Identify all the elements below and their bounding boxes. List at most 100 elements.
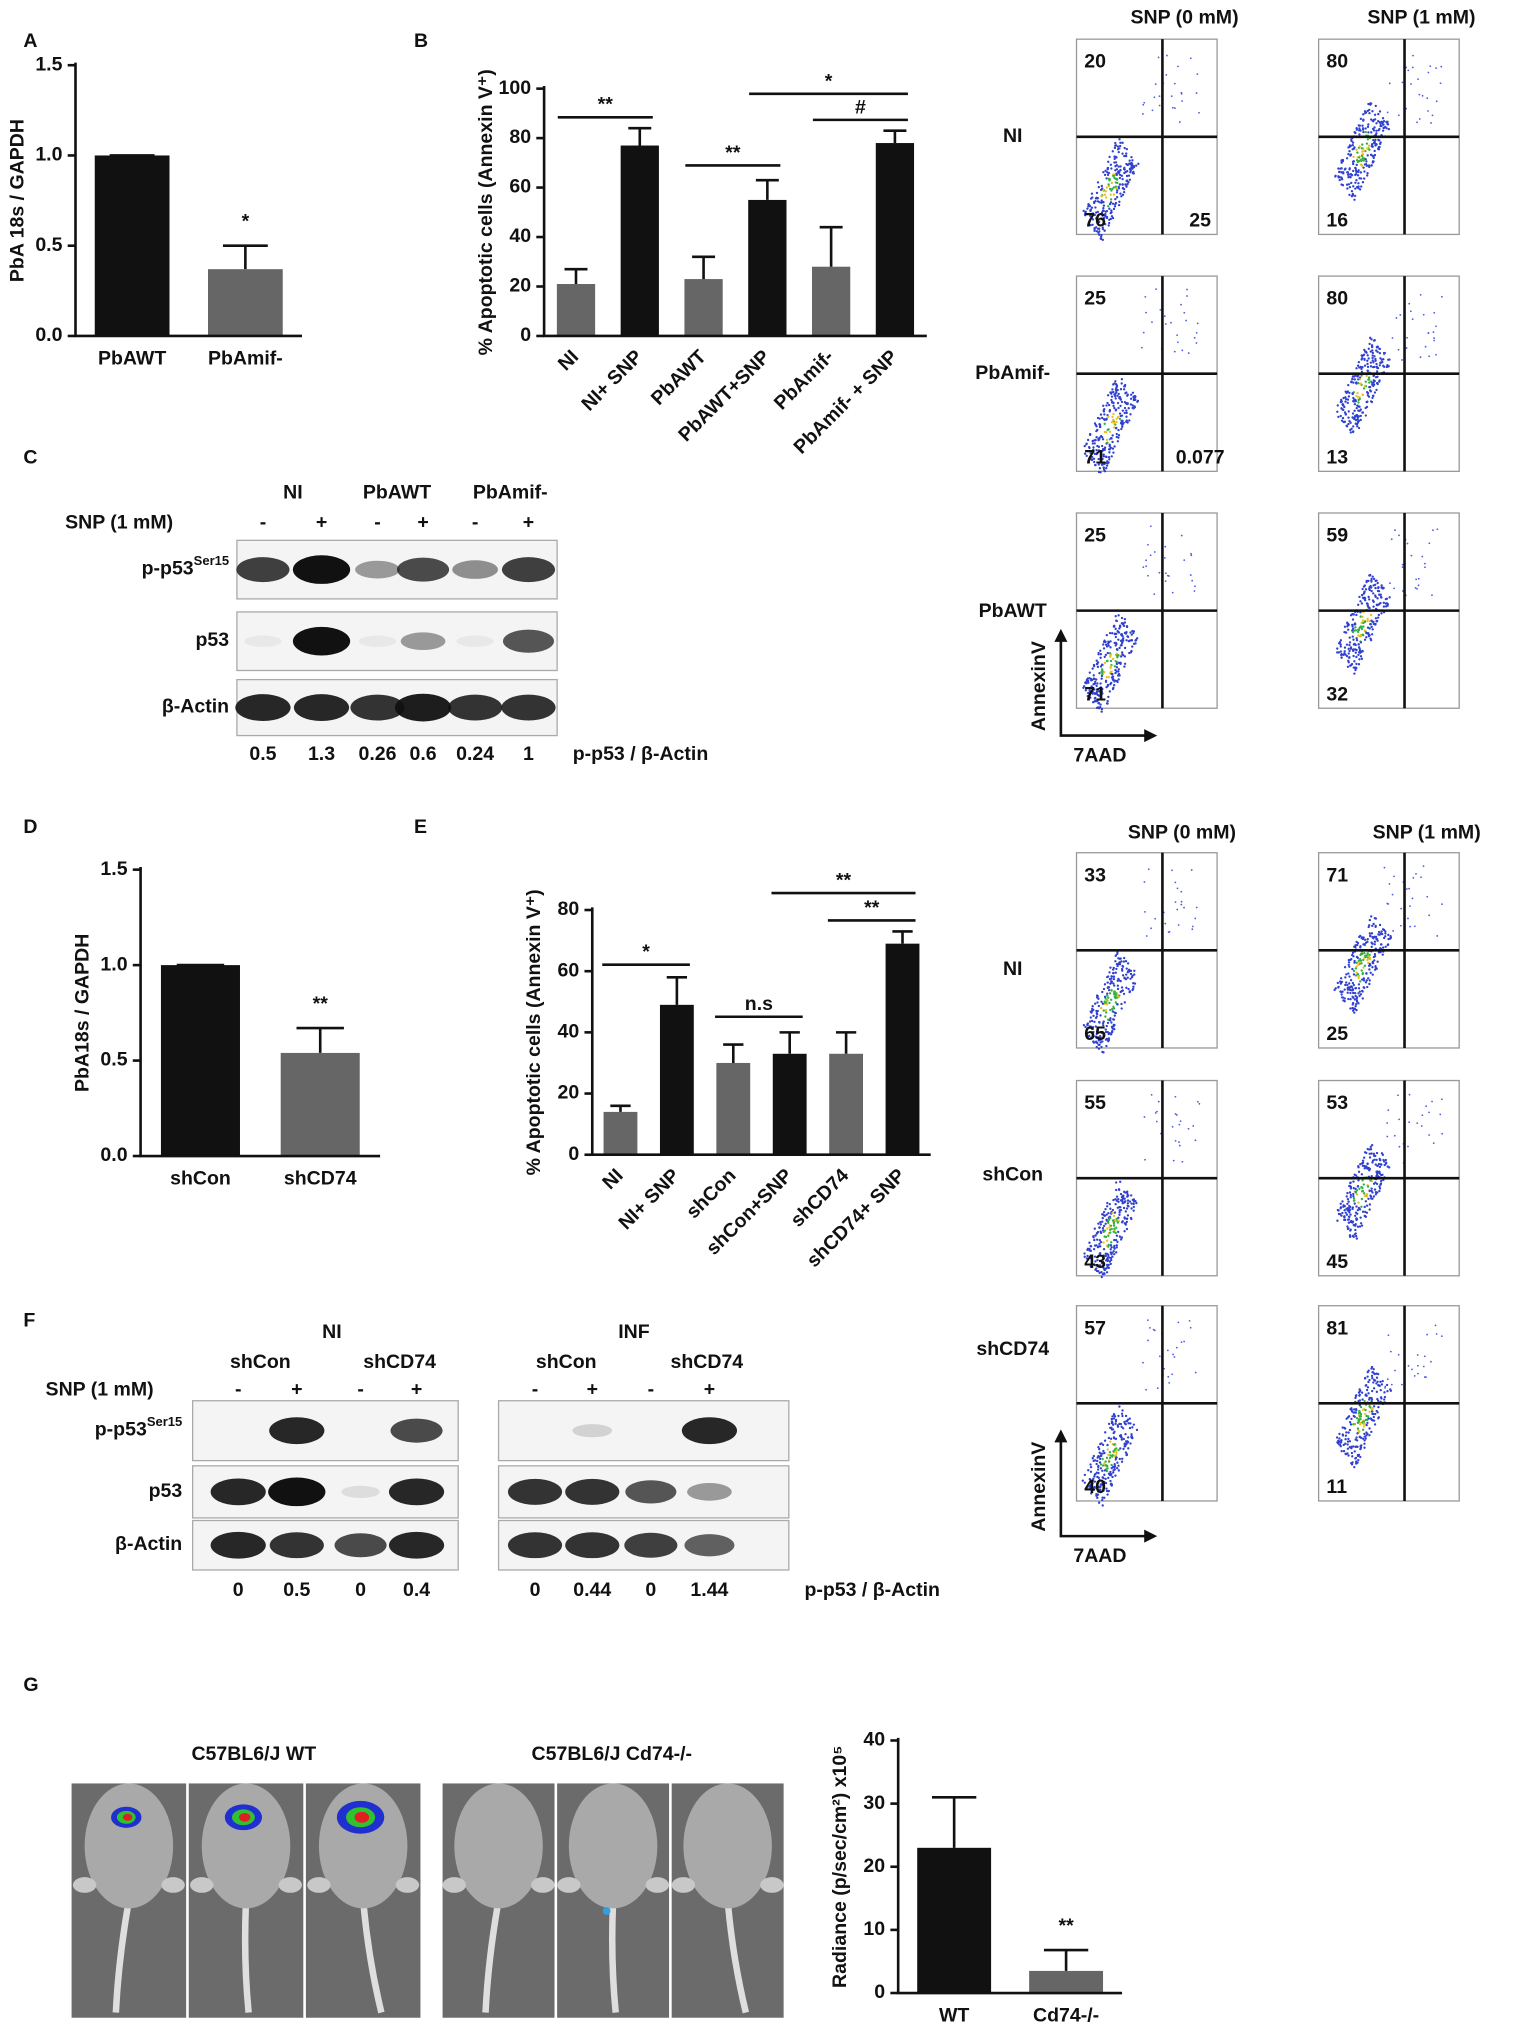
- cell-dot: [1354, 666, 1358, 669]
- cell-dot: [1371, 628, 1374, 631]
- cell-dot: [1364, 1418, 1367, 1422]
- cell-dot: [1088, 212, 1092, 216]
- quadrant-value: 55: [1084, 1092, 1106, 1114]
- cell-dot: [1106, 1443, 1109, 1447]
- cell-dot: [1384, 1386, 1386, 1389]
- quadrant-value: 25: [1326, 1023, 1348, 1045]
- cell-dot: [1109, 1017, 1112, 1020]
- cell-dot: [1371, 961, 1374, 964]
- cell-dot: [1110, 189, 1113, 192]
- cell-dot: [1101, 668, 1104, 672]
- cell-dot: [1369, 361, 1373, 364]
- cell-dot: [1352, 425, 1355, 428]
- band: [341, 1485, 380, 1498]
- band: [687, 1483, 732, 1501]
- cell-dot: [1105, 1489, 1109, 1493]
- cell-dot: [1088, 1477, 1091, 1481]
- cell-dot: [1336, 981, 1339, 985]
- cell-dot: [1114, 197, 1117, 201]
- cell-dot: [1111, 1475, 1114, 1479]
- mouse-leg: [557, 1877, 581, 1893]
- cell-dot: [1106, 401, 1109, 405]
- cell-dot: [1341, 404, 1345, 407]
- cell-dot: [1340, 419, 1344, 422]
- cell-dot: [1123, 1197, 1126, 1200]
- cell-dot: [1361, 990, 1364, 993]
- cell-dot: [1384, 1161, 1388, 1164]
- cell-dot: [1107, 1472, 1111, 1475]
- band: [269, 1532, 324, 1559]
- cell-dot: [1372, 620, 1375, 624]
- cell-dot: [1379, 601, 1382, 605]
- cell-dot: [1112, 426, 1116, 429]
- cell-dot: [1347, 1454, 1350, 1457]
- lane-sign: -: [357, 1378, 364, 1400]
- cell-dot: [1127, 1422, 1130, 1425]
- cell-dot: [1387, 1334, 1390, 1337]
- cell-dot: [1176, 887, 1179, 890]
- cell-dot: [1339, 400, 1342, 404]
- cell-dot: [1386, 123, 1390, 126]
- cell-dot: [1119, 1433, 1123, 1437]
- cell-dot: [1108, 410, 1111, 413]
- cell-dot: [1134, 638, 1138, 641]
- cell-dot: [1113, 1211, 1117, 1214]
- cell-dot: [1383, 126, 1386, 129]
- cell-dot: [1105, 466, 1108, 470]
- cell-dot: [1101, 1469, 1104, 1472]
- cell-dot: [1354, 422, 1357, 425]
- cell-dot: [1361, 587, 1364, 591]
- cell-dot: [1342, 171, 1345, 174]
- cell-dot: [1126, 1202, 1130, 1205]
- bar: [659, 1004, 694, 1155]
- cell-dot: [1370, 577, 1373, 581]
- cell-dot: [1133, 973, 1136, 976]
- cell-dot: [1099, 1485, 1102, 1489]
- cell-dot: [1367, 961, 1370, 964]
- significance: **: [725, 142, 741, 164]
- cell-dot: [1128, 419, 1131, 422]
- y-tick-label: 80: [509, 126, 531, 148]
- cell-dot: [1353, 1202, 1356, 1205]
- cell-dot: [1359, 1446, 1363, 1449]
- cell-dot: [1369, 365, 1373, 368]
- cell-dot: [1130, 1194, 1133, 1197]
- mouse-tail: [724, 1900, 750, 2014]
- cell-dot: [1147, 868, 1150, 871]
- cell-dot: [1096, 706, 1100, 709]
- cell-dot: [1365, 1384, 1368, 1387]
- cell-dot: [1374, 143, 1377, 146]
- group-label: C57BL6/J WT: [191, 1743, 316, 1765]
- cell-dot: [1359, 625, 1362, 628]
- cell-dot: [1368, 918, 1372, 922]
- cell-dot: [1336, 647, 1339, 650]
- cell-dot: [1355, 163, 1358, 167]
- cell-dot: [1359, 418, 1362, 422]
- lane-sign: +: [417, 512, 428, 534]
- cell-dot: [1386, 1378, 1389, 1381]
- cell-dot: [1123, 1230, 1126, 1233]
- cell-dot: [1358, 159, 1361, 163]
- cell-dot: [1341, 1211, 1344, 1215]
- cell-dot: [1359, 1405, 1363, 1409]
- cell-dot: [1131, 404, 1134, 407]
- cell-dot: [1104, 679, 1108, 682]
- cell-dot: [1120, 400, 1124, 404]
- cell-dot: [1094, 463, 1097, 467]
- cell-dot: [1358, 1409, 1361, 1413]
- cell-dot: [1121, 193, 1125, 196]
- cell-dot: [1098, 436, 1101, 439]
- cell-dot: [1376, 589, 1380, 593]
- cell-dot: [1406, 336, 1408, 339]
- cell-dot: [1351, 967, 1354, 971]
- cell-dot: [1132, 1202, 1135, 1206]
- cell-dot: [1113, 1014, 1116, 1017]
- cell-dot: [1111, 1007, 1114, 1011]
- row-label-text: p-p53: [95, 1419, 147, 1441]
- cell-dot: [1113, 406, 1116, 410]
- cell-dot: [1116, 680, 1119, 684]
- band: [501, 694, 556, 721]
- cell-dot: [1435, 67, 1438, 70]
- cell-dot: [1125, 409, 1128, 412]
- cell-dot: [1368, 1148, 1371, 1151]
